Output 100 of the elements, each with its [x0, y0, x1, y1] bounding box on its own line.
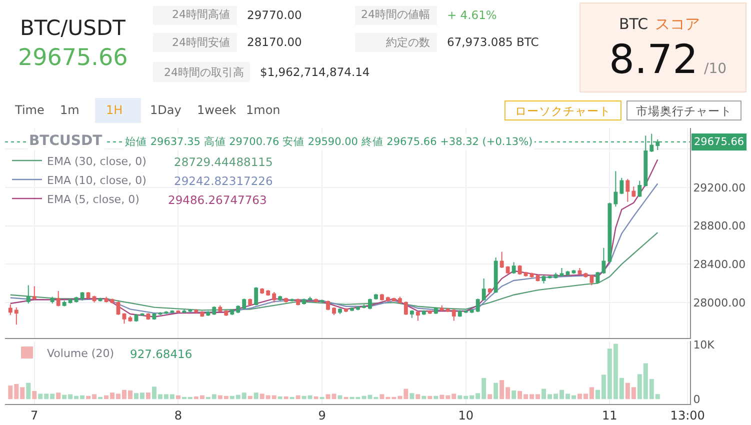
candlestick [200, 310, 204, 318]
candlestick [296, 298, 300, 306]
candlestick [458, 310, 462, 318]
candlestick [146, 312, 150, 320]
text: + 4.61% [447, 8, 497, 22]
bar [512, 390, 516, 400]
candlestick [164, 310, 168, 315]
y-tick-label: 10K [693, 338, 716, 352]
candlestick [194, 308, 198, 314]
candlestick [320, 299, 324, 304]
y-tick-label: 0 [693, 392, 700, 406]
annotation: 927.68416 [130, 347, 192, 361]
text: 24時間安値 [172, 36, 230, 49]
text: /10 [704, 61, 727, 77]
candlestick [464, 310, 468, 314]
bar [488, 394, 492, 400]
bar [26, 382, 31, 400]
text: 29770.00 [247, 8, 302, 22]
candlestick [524, 271, 528, 278]
legend-label: EMA (10, close, 0) [47, 174, 146, 187]
candlestick [152, 312, 156, 320]
candlestick [494, 256, 498, 294]
candlestick [536, 274, 540, 282]
legend-label: Volume (20) [47, 346, 114, 360]
text: $1,962,714,874.14 [260, 65, 370, 79]
candlestick [236, 304, 240, 314]
candlestick [278, 295, 282, 302]
bar [290, 396, 294, 400]
candlestick [560, 268, 564, 278]
candlestick [302, 298, 306, 305]
candlestick [266, 290, 270, 296]
candlestick [338, 308, 342, 315]
candlestick [602, 247, 606, 274]
candlestick [254, 286, 258, 306]
annotation: 29486.26747763 [168, 193, 267, 207]
y-tick-label: 28800.00 [693, 220, 746, 233]
candlestick [50, 296, 54, 304]
candlestick [176, 310, 180, 314]
candlestick [512, 262, 516, 274]
bar [254, 392, 258, 400]
candlestick [506, 266, 510, 274]
candlestick [632, 186, 636, 198]
annotation: 28729.44488115 [174, 155, 273, 169]
candlestick [80, 291, 84, 302]
candlestick [368, 298, 372, 310]
candlestick [314, 298, 318, 304]
y-tick-label: 28000.00 [693, 296, 746, 310]
candlestick [170, 310, 174, 314]
y-tick-label: 29200.00 [693, 181, 746, 194]
bar [296, 395, 300, 400]
candlestick [260, 288, 264, 294]
candlestick [380, 293, 384, 302]
candlestick [404, 301, 408, 316]
candlestick [332, 306, 336, 316]
text: ローソクチャート [515, 104, 611, 118]
candlestick [440, 304, 444, 312]
candlestick [416, 310, 420, 322]
candlestick [224, 310, 228, 316]
candlestick [542, 275, 546, 284]
text: 67,973.085 BTC [447, 35, 539, 49]
text: 24時間の値幅 [361, 8, 430, 21]
x-tick-label: 10 [458, 408, 474, 422]
text: 24時間高値 [172, 8, 230, 21]
candlestick [422, 310, 426, 316]
candlestick [326, 300, 330, 311]
candlestick [452, 308, 456, 322]
candlestick [188, 308, 192, 313]
text: スコア [655, 15, 700, 33]
candlestick [230, 308, 234, 316]
bar [428, 396, 432, 400]
text: 1mon [246, 103, 280, 117]
bar [176, 395, 180, 400]
bar [314, 396, 318, 400]
candlestick [212, 306, 216, 316]
ref-line-label: 29675.66 [694, 136, 744, 148]
candlestick [308, 296, 312, 302]
candlestick [290, 298, 294, 302]
candlestick [86, 291, 90, 300]
candlestick [578, 268, 582, 276]
bar [56, 392, 61, 400]
candlestick [284, 297, 288, 304]
candlestick [434, 306, 438, 315]
text: 29675.66 [18, 45, 128, 71]
candlestick [344, 308, 348, 313]
candlestick [398, 296, 402, 304]
candlestick [218, 304, 222, 313]
candlestick [182, 308, 186, 314]
candlestick [410, 310, 414, 318]
candlestick [620, 177, 624, 195]
y-tick-label: 28400.00 [693, 258, 746, 272]
candlestick [362, 304, 366, 309]
text: BTC [619, 15, 648, 33]
annotation: 29242.82317226 [174, 174, 273, 188]
candlestick [374, 293, 378, 300]
text: 1week [197, 103, 236, 117]
legend-label: EMA (5, close, 0) [47, 192, 140, 206]
candlestick [590, 274, 594, 286]
legend-label: EMA (30, close, 0) [47, 154, 146, 168]
candlestick [596, 271, 600, 284]
bar [284, 396, 288, 400]
